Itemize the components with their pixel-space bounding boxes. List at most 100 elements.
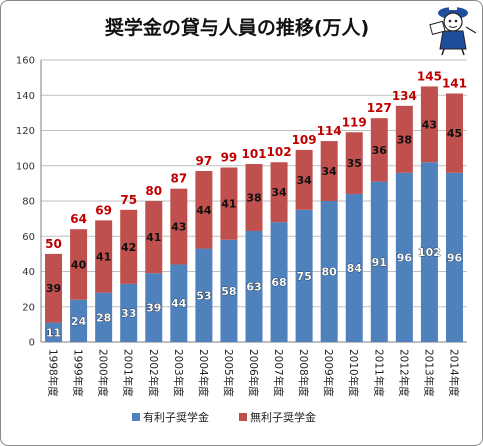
bar-interest-free [220, 167, 238, 240]
y-tick-label: 40 [22, 267, 35, 278]
bar-interest-bearing [395, 172, 413, 342]
data-label-interest-bearing: 75 [296, 270, 311, 283]
data-label-interest-bearing: 58 [221, 285, 236, 298]
total-label: 141 [442, 76, 467, 90]
total-label: 87 [170, 172, 187, 186]
x-tick-label: 2008年度 [297, 349, 310, 397]
bar-interest-free [245, 163, 263, 231]
bar-interest-bearing [270, 222, 288, 342]
data-label-interest-bearing: 96 [447, 251, 463, 264]
data-label-interest-bearing: 91 [372, 256, 387, 269]
bar-interest-free [445, 93, 463, 173]
bar-interest-free [195, 171, 213, 249]
data-label-interest-free: 45 [447, 127, 462, 140]
data-label-interest-bearing: 68 [271, 276, 286, 289]
total-label: 102 [267, 145, 292, 159]
total-label: 127 [367, 101, 392, 115]
data-label-interest-free: 38 [246, 191, 261, 204]
legend-item-interest-bearing-swatch [132, 413, 140, 421]
data-label-interest-free: 41 [96, 251, 111, 264]
data-label-interest-free: 41 [221, 198, 236, 211]
x-tick-label: 2007年度 [272, 349, 285, 397]
data-label-interest-bearing: 53 [196, 289, 211, 302]
legend-item-interest-free: 無利子奨学金 [250, 410, 316, 424]
data-label-interest-free: 34 [322, 165, 338, 178]
x-tick-label: 2014年度 [447, 349, 460, 397]
data-label-interest-free: 40 [71, 258, 87, 271]
bar-interest-bearing [95, 292, 113, 342]
bar-interest-free [320, 141, 338, 201]
data-label-interest-free: 41 [146, 231, 161, 244]
data-label-interest-free: 39 [46, 282, 61, 295]
total-label: 114 [317, 124, 342, 138]
data-label-interest-bearing: 11 [46, 326, 61, 339]
total-label: 119 [342, 115, 367, 129]
bar-interest-bearing [145, 273, 163, 342]
data-label-interest-bearing: 44 [171, 297, 187, 310]
bar-interest-bearing [420, 162, 438, 342]
bar-interest-free [295, 149, 313, 210]
bar-interest-bearing [345, 193, 363, 342]
bar-interest-bearing [370, 181, 388, 342]
data-label-interest-bearing: 80 [322, 266, 338, 279]
x-tick-label: 2011年度 [372, 349, 385, 397]
data-label-interest-free: 35 [347, 157, 362, 170]
x-tick-label: 2001年度 [122, 349, 135, 397]
bar-interest-bearing [245, 230, 263, 342]
bar-interest-free [395, 105, 413, 173]
bar-interest-free [120, 209, 138, 284]
x-tick-label: 2006年度 [247, 349, 260, 397]
data-label-interest-free: 36 [372, 144, 388, 157]
bar-interest-bearing [45, 322, 63, 342]
data-label-interest-free: 38 [397, 133, 412, 146]
bar-interest-bearing [70, 299, 88, 342]
bar-interest-free [145, 201, 163, 274]
mascot-icon [429, 7, 477, 56]
data-label-interest-free: 42 [121, 241, 136, 254]
x-tick-label: 2013年度 [422, 349, 435, 397]
total-label: 97 [196, 154, 213, 168]
bar-interest-bearing [220, 239, 238, 342]
x-tick-label: 2004年度 [197, 349, 210, 397]
bar-interest-free [420, 86, 438, 163]
bar-interest-bearing [295, 209, 313, 342]
bar-interest-free [70, 229, 88, 300]
total-label: 80 [145, 184, 162, 198]
data-label-interest-free: 34 [271, 186, 287, 199]
data-label-interest-bearing: 96 [397, 251, 413, 264]
bar-interest-bearing [195, 248, 213, 342]
data-label-interest-free: 44 [196, 204, 212, 217]
bar-interest-free [170, 188, 188, 265]
bar-interest-free [95, 220, 113, 293]
total-label: 101 [241, 147, 266, 161]
x-tick-label: 2002年度 [147, 349, 160, 397]
data-label-interest-bearing: 33 [121, 307, 136, 320]
total-label: 69 [95, 203, 112, 217]
x-tick-label: 2010年度 [347, 349, 360, 397]
total-label: 64 [70, 212, 87, 226]
plot-area: 0 20 40 60 80 100 120 140 160 11 39 50 1998年度 24 40 64 1… [16, 56, 467, 398]
x-tick-label: 2005年度 [222, 349, 235, 397]
x-tick-label: 1998年度 [47, 349, 60, 397]
bar-interest-free [370, 118, 388, 182]
x-tick-label: 1999年度 [72, 349, 85, 397]
data-label-interest-bearing: 63 [246, 280, 261, 293]
legend-item-interest-bearing: 有利子奨学金 [143, 410, 209, 424]
x-tick-label: 2012年度 [397, 349, 410, 397]
total-label: 50 [45, 237, 62, 251]
data-label-interest-free: 43 [171, 221, 186, 234]
bar-interest-bearing [320, 201, 338, 342]
total-label: 145 [417, 69, 442, 83]
legend-item-interest-free-swatch [239, 413, 247, 421]
data-label-interest-bearing: 39 [146, 302, 161, 315]
bar-interest-free [345, 132, 363, 194]
data-label-interest-bearing: 28 [96, 311, 111, 324]
data-label-interest-free: 34 [296, 174, 312, 187]
y-tick-label: 100 [16, 161, 35, 172]
data-label-interest-free: 43 [422, 118, 437, 131]
y-tick-label: 20 [22, 302, 35, 313]
data-label-interest-bearing: 102 [418, 246, 441, 259]
chart-title: 奨学金の貸与人員の推移(万人) [104, 16, 369, 39]
